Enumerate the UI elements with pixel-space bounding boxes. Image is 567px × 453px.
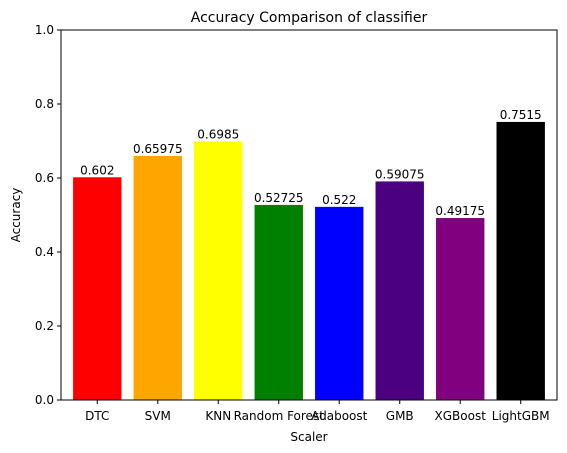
bar [375, 181, 424, 400]
bar [133, 155, 182, 400]
bar-value-label: 0.602 [80, 163, 114, 177]
y-axis-ticks: 0.0 0.2 0.4 0.6 0.8 1.0 [35, 23, 61, 407]
bar-value-label: 0.52725 [254, 191, 304, 205]
value-labels: 0.602 0.65975 0.6985 0.52725 0.522 0.59075 0.4… [80, 108, 542, 218]
bar-value-label: 0.65975 [133, 142, 183, 156]
x-tick-label: XGBoost [435, 409, 487, 423]
bar-value-label: 0.59075 [375, 167, 425, 181]
x-tick-label: Random Forest [234, 409, 325, 423]
x-axis-label: Scaler [290, 430, 327, 444]
bar [194, 141, 243, 400]
y-tick-label: 1.0 [35, 23, 54, 37]
x-tick-label: KNN [205, 409, 231, 423]
x-tick-label: DTC [85, 409, 109, 423]
bars [73, 121, 545, 400]
bar-value-label: 0.49175 [435, 204, 485, 218]
bar [254, 204, 303, 400]
plot-frame [60, 29, 558, 401]
y-tick-label: 0.2 [35, 319, 54, 333]
bar-value-label: 0.6985 [197, 128, 239, 142]
bar [436, 218, 485, 400]
x-tick-label: LightGBM [492, 409, 550, 423]
y-tick-label: 0.0 [35, 393, 54, 407]
bar [73, 177, 122, 400]
bar-value-label: 0.522 [322, 193, 356, 207]
x-tick-label: GMB [386, 409, 414, 423]
y-tick-label: 0.6 [35, 171, 54, 185]
y-axis-label: Accuracy [9, 188, 23, 243]
bar [315, 206, 364, 400]
bar-value-label: 0.7515 [500, 108, 542, 122]
y-tick-label: 0.8 [35, 97, 54, 111]
chart-title: Accuracy Comparison of classifier [191, 10, 428, 26]
x-tick-label: SVM [145, 409, 171, 423]
bar [496, 121, 545, 400]
x-tick-label: Adaboost [311, 409, 368, 423]
y-tick-label: 0.4 [35, 245, 54, 259]
